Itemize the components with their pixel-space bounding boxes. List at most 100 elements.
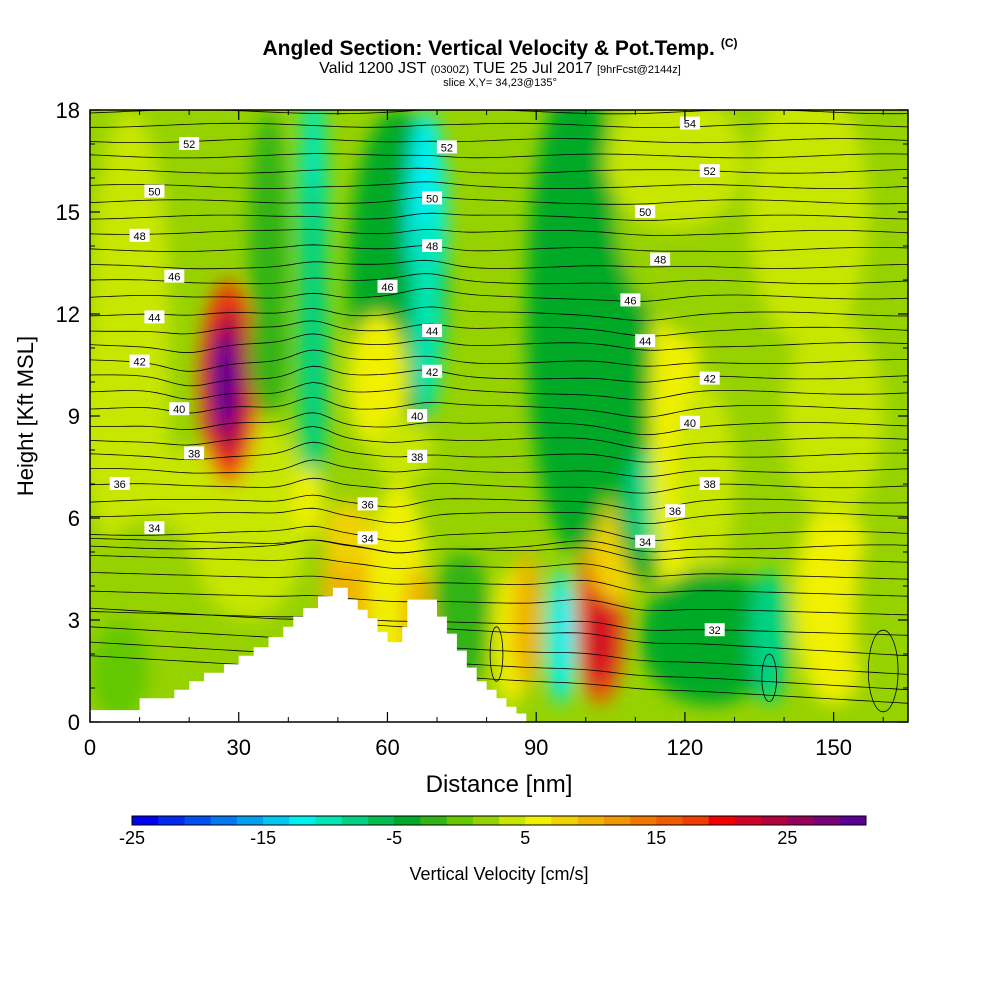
isentrope-label-26: 42 <box>704 374 716 386</box>
isentrope-label-box-22 <box>635 205 656 218</box>
isentrope-label-box-5 <box>129 354 150 368</box>
isentrope-labels: 52 50 48 46 44 42 40 38 36 34 52 50 48 46 44 42 40 38 36 34… <box>109 116 725 637</box>
isentrope-label-box-16 <box>407 409 428 422</box>
isentrope-21 <box>90 349 908 372</box>
closed-isentrope-2 <box>867 629 899 713</box>
isentrope-1 <box>90 641 908 691</box>
chart-subtitle: Valid 1200 JST (0300Z) TUE 25 Jul 2017 [… <box>0 60 1000 78</box>
colorbar-tick-label--5: -5 <box>386 828 402 848</box>
isentrope-label-2: 48 <box>133 231 145 243</box>
velocity-cell-28 <box>585 586 616 688</box>
isentrope-label-28: 38 <box>704 479 716 491</box>
isentrope-label-25: 44 <box>639 336 651 348</box>
velocity-cell-25 <box>511 552 542 688</box>
velocity-cell-10 <box>248 280 289 416</box>
isentrope-label-box-9 <box>144 521 165 535</box>
velocity-cell-4 <box>90 620 150 722</box>
isentrope-label-box-12 <box>422 239 443 252</box>
isentrope-label-box-26 <box>699 371 720 385</box>
colorbar-swatch-16 <box>551 816 579 825</box>
velocity-cell-13 <box>293 467 323 535</box>
isentrope-label-box-17 <box>407 449 428 463</box>
isentrope-label-24: 46 <box>624 295 636 307</box>
isentrope-label-box-1 <box>144 184 165 198</box>
colorbar-swatch-26 <box>813 816 841 825</box>
velocity-cell-38 <box>749 110 869 348</box>
isentrope-22 <box>90 333 908 354</box>
isentrope-label-box-8 <box>109 477 130 490</box>
isentrope-label-7: 38 <box>188 448 200 460</box>
isentrope-label-17: 38 <box>411 452 423 464</box>
isentrope-label-23: 48 <box>654 255 666 267</box>
colorbar-swatch-7 <box>315 816 343 825</box>
velocity-cell-35 <box>640 569 780 705</box>
isentrope-label-0: 52 <box>183 139 195 151</box>
isentrope-27 <box>90 259 908 270</box>
colorbar-swatch-9 <box>367 816 395 825</box>
x-tick-label-150: 150 <box>815 735 852 760</box>
isentrope-label-11: 50 <box>426 193 438 205</box>
isentrope-label-box-18 <box>357 497 378 511</box>
colorbar-swatch-18 <box>603 816 631 825</box>
colorbar-swatch-17 <box>577 816 605 825</box>
isentrope-label-20: 54 <box>684 119 696 131</box>
colorbar-tick-label-15: 15 <box>646 828 666 848</box>
colorbar-swatch-5 <box>263 816 290 825</box>
isentrope-label-31: 32 <box>709 625 721 637</box>
isentrope-15 <box>90 441 908 463</box>
isentrope-label-30: 34 <box>639 537 651 549</box>
terrain-mask <box>90 587 908 722</box>
isentrope-32 <box>90 181 908 189</box>
colorbar-label: Vertical Velocity [cm/s] <box>409 864 588 884</box>
isentrope-label-box-7 <box>184 446 205 460</box>
colorbar-swatch-25 <box>787 816 815 825</box>
isentrope-5 <box>90 590 908 616</box>
colorbar-swatch-13 <box>472 816 500 825</box>
isentrope-28 <box>90 244 908 252</box>
isentrope-label-box-25 <box>635 334 656 348</box>
velocity-cell-12 <box>298 178 328 518</box>
isentrope-23 <box>90 320 908 337</box>
slice-label: slice X,Y= 34,23@135° <box>443 77 557 89</box>
isentrope-35 <box>90 138 908 144</box>
chart-title: Angled Section: Vertical Velocity & Pot.… <box>262 36 738 60</box>
colorbar-swatch-27 <box>839 816 867 825</box>
isentrope-13 <box>90 477 908 494</box>
isentrope-6 <box>90 572 908 597</box>
isentrope-10 <box>90 525 908 542</box>
isentrope-19 <box>90 382 908 401</box>
isentrope-label-15: 42 <box>426 367 438 379</box>
isentrope-24 <box>90 306 908 321</box>
x-tick-label-30: 30 <box>226 735 250 760</box>
y-tick-label-9: 9 <box>68 404 80 429</box>
isentrope-label-5: 42 <box>133 357 145 369</box>
isentrope-11 <box>90 507 908 525</box>
isentrope-label-box-19 <box>357 531 378 545</box>
y-tick-label-6: 6 <box>68 506 80 531</box>
isentrope-label-box-21 <box>699 164 720 178</box>
forecast-label: [9hrFcst@2144z] <box>596 64 681 76</box>
colorbar-swatch-10 <box>394 816 421 825</box>
colorbar-swatch-4 <box>236 816 264 825</box>
isentrope-36 <box>90 122 908 129</box>
isentrope-label-8: 36 <box>114 479 126 491</box>
valid-prefix: Valid 1200 JST <box>319 60 427 77</box>
x-tick-label-60: 60 <box>375 735 399 760</box>
x-tick-label-90: 90 <box>524 735 548 760</box>
isentrope-label-box-13 <box>377 279 398 293</box>
velocity-cell-39 <box>793 501 874 705</box>
isentrope-label-18: 36 <box>361 499 373 511</box>
plot-area: 52 50 48 46 44 42 40 38 36 34 52 50 48 46 44 42 40 38 36 34… <box>90 110 908 722</box>
isentrope-label-13: 46 <box>381 282 393 294</box>
isentrope-16 <box>90 426 908 450</box>
colorbar-swatch-15 <box>525 816 552 825</box>
y-tick-label-0: 0 <box>68 710 80 735</box>
colorbar-swatch-22 <box>708 816 736 825</box>
isentrope-29 <box>90 228 908 236</box>
isentrope-8 <box>90 538 908 563</box>
isentrope-label-box-11 <box>422 191 443 205</box>
isentrope-label-4: 44 <box>148 312 160 324</box>
colorbar-swatch-14 <box>499 816 526 825</box>
